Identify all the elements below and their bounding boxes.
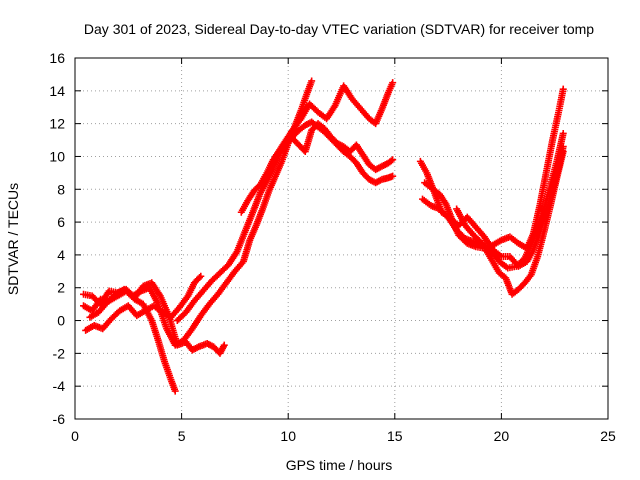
y-tick-label: -6	[53, 411, 66, 427]
y-tick-label: 2	[57, 280, 65, 296]
data-point	[389, 156, 397, 164]
x-axis-label: GPS time / hours	[286, 457, 393, 473]
y-tick-label: 16	[49, 50, 65, 66]
y-tick-label: 6	[57, 214, 65, 230]
x-tick-label: 5	[178, 428, 186, 444]
data-point	[197, 272, 205, 280]
data-point	[389, 79, 397, 87]
y-tick-label: 4	[57, 247, 65, 263]
x-tick-labels: 0 5 10 15 20 25	[71, 428, 616, 444]
data-point	[559, 129, 567, 137]
data-point	[171, 387, 179, 395]
plot-frame	[74, 57, 609, 420]
data-point	[387, 157, 395, 165]
y-tick-label: 14	[49, 83, 65, 99]
y-tick-label: 10	[49, 148, 65, 164]
series-6	[237, 120, 397, 216]
data-point	[559, 148, 567, 156]
y-tick-label: -4	[53, 378, 66, 394]
data-point	[196, 274, 204, 282]
y-tick-label: -2	[53, 345, 66, 361]
data-point	[220, 341, 228, 349]
y-tick-label: 0	[57, 313, 65, 329]
y-tick-label: 8	[57, 181, 65, 197]
y-axis-label: SDTVAR / TECUs	[5, 183, 21, 295]
x-tick-label: 15	[387, 428, 403, 444]
series-7	[271, 79, 397, 160]
data-point	[389, 172, 397, 180]
data-point	[559, 85, 567, 93]
data-points	[80, 77, 567, 395]
x-tick-label: 25	[600, 428, 616, 444]
x-tick-label: 10	[280, 428, 296, 444]
x-tick-label: 20	[494, 428, 510, 444]
chart-title: Day 301 of 2023, Sidereal Day-to-day VTE…	[84, 21, 594, 37]
series-11	[453, 148, 567, 298]
y-tick-labels: -6 -4 -2 0 2 4 6 8 10 12 14 16	[49, 50, 65, 427]
series-5	[173, 118, 397, 325]
x-tick-label: 0	[71, 428, 79, 444]
y-tick-label: 12	[49, 116, 65, 132]
data-point	[308, 77, 316, 85]
